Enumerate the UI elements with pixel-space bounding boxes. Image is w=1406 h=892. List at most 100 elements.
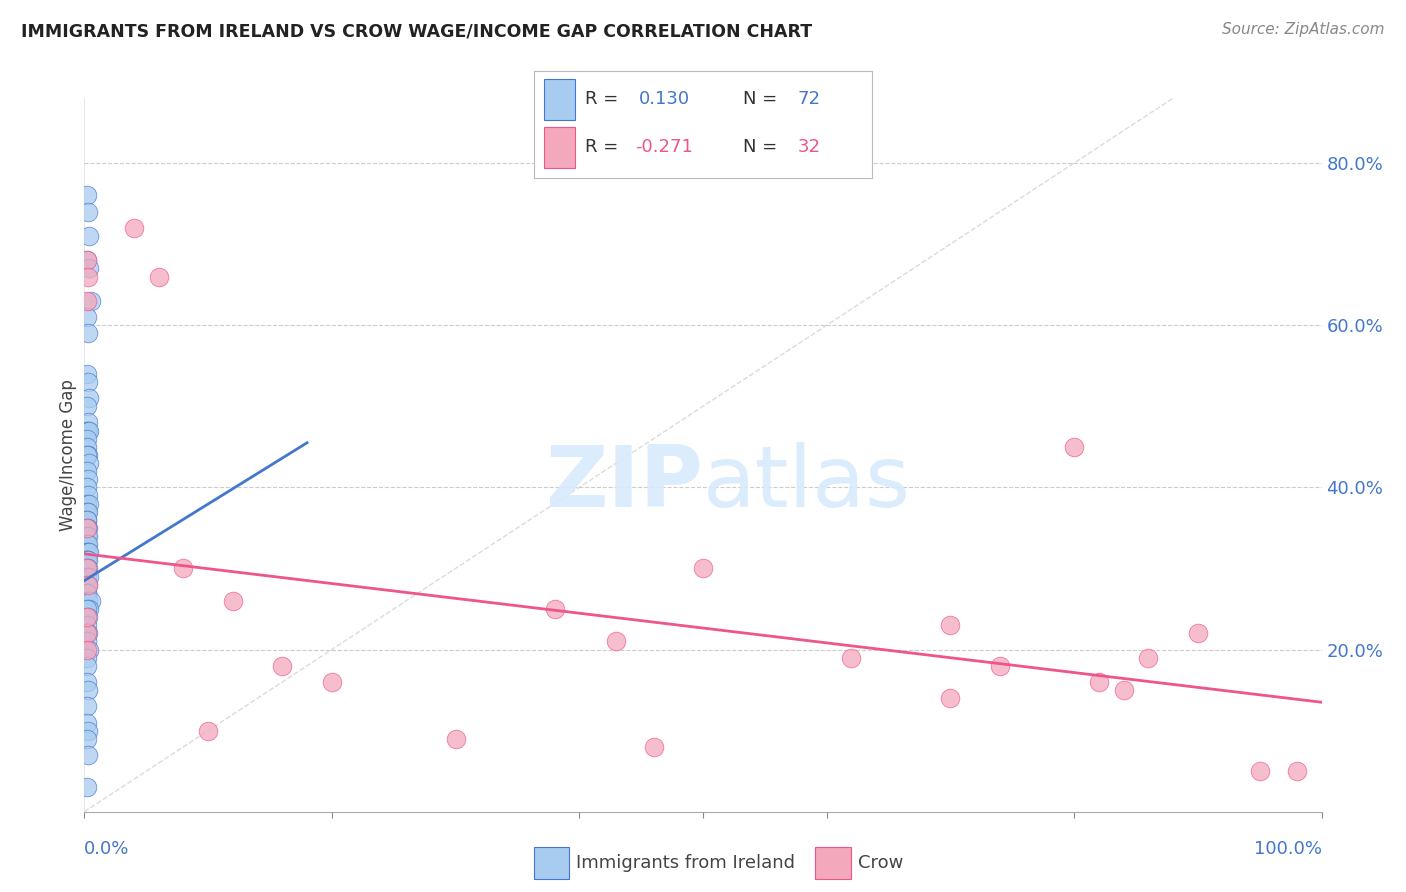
Point: [77, 537, 100, 551]
Point: [77, 747, 100, 762]
Point: [543, 602, 565, 616]
Point: [76, 253, 98, 268]
Point: [79, 391, 101, 405]
Point: [76, 569, 98, 583]
Text: 100.0%: 100.0%: [1254, 840, 1322, 858]
Point: [79, 497, 101, 511]
Point: [76, 553, 98, 567]
Point: [1088, 675, 1111, 690]
Point: [939, 691, 962, 706]
Point: [76, 658, 98, 673]
Text: IMMIGRANTS FROM IRELAND VS CROW WAGE/INCOME GAP CORRELATION CHART: IMMIGRANTS FROM IRELAND VS CROW WAGE/INC…: [21, 22, 813, 40]
Point: [1063, 440, 1085, 454]
Point: [77, 488, 100, 502]
Point: [77, 561, 100, 575]
Point: [77, 505, 100, 519]
Point: [76, 731, 98, 746]
Point: [76, 188, 98, 202]
Point: [76, 424, 98, 438]
Point: [76, 521, 98, 535]
Text: 32: 32: [797, 138, 821, 156]
Text: Immigrants from Ireland: Immigrants from Ireland: [576, 854, 796, 871]
Point: [76, 537, 98, 551]
Point: [76, 586, 98, 600]
Point: [77, 375, 100, 389]
Point: [76, 610, 98, 624]
Point: [76, 553, 98, 567]
Point: [77, 529, 100, 543]
Point: [76, 464, 98, 478]
Text: 72: 72: [797, 90, 821, 108]
Point: [79, 602, 101, 616]
Point: [77, 594, 100, 608]
Point: [76, 626, 98, 640]
Point: [76, 545, 98, 559]
Point: [76, 561, 98, 575]
Point: [77, 521, 100, 535]
Point: [77, 416, 100, 430]
Point: [1285, 764, 1308, 779]
Point: [76, 497, 98, 511]
Point: [76, 634, 98, 648]
Point: [76, 480, 98, 494]
Point: [77, 424, 100, 438]
Point: [76, 577, 98, 591]
Point: [148, 269, 170, 284]
Text: N =: N =: [744, 90, 783, 108]
Point: [79, 456, 101, 470]
Point: [79, 594, 101, 608]
Point: [76, 253, 98, 268]
Point: [197, 723, 219, 738]
Point: [77, 553, 100, 567]
Point: [79, 642, 101, 657]
Point: [76, 780, 98, 795]
Point: [77, 545, 100, 559]
Point: [172, 561, 194, 575]
Point: [841, 650, 863, 665]
Point: [76, 310, 98, 324]
FancyBboxPatch shape: [544, 78, 575, 120]
Point: [1137, 650, 1160, 665]
Point: [444, 731, 467, 746]
Point: [222, 594, 245, 608]
Point: [79, 261, 101, 276]
Point: [643, 739, 665, 754]
Point: [77, 448, 100, 462]
Point: [271, 658, 294, 673]
Point: [77, 326, 100, 341]
Point: [77, 204, 100, 219]
Text: ZIP: ZIP: [546, 442, 703, 525]
Point: [76, 618, 98, 632]
Point: [79, 229, 101, 244]
Point: [77, 723, 100, 738]
Point: [76, 513, 98, 527]
Point: [76, 448, 98, 462]
Point: [79, 545, 101, 559]
Point: [77, 577, 100, 591]
Point: [76, 642, 98, 657]
Point: [605, 634, 627, 648]
Point: [77, 472, 100, 486]
Text: 0.130: 0.130: [638, 90, 690, 108]
Text: R =: R =: [585, 90, 624, 108]
Point: [76, 561, 98, 575]
Text: 0.0%: 0.0%: [84, 840, 129, 858]
Point: [79, 424, 101, 438]
Point: [76, 699, 98, 714]
Point: [77, 610, 100, 624]
Point: [76, 586, 98, 600]
Point: [1187, 626, 1209, 640]
Point: [76, 650, 98, 665]
Point: [76, 293, 98, 308]
Point: [122, 220, 145, 235]
Point: [76, 626, 98, 640]
Point: [76, 529, 98, 543]
Text: N =: N =: [744, 138, 783, 156]
Point: [76, 513, 98, 527]
Point: [76, 553, 98, 567]
FancyBboxPatch shape: [544, 127, 575, 168]
Point: [77, 577, 100, 591]
Point: [1112, 683, 1135, 698]
Point: [76, 715, 98, 730]
Point: [77, 626, 100, 640]
